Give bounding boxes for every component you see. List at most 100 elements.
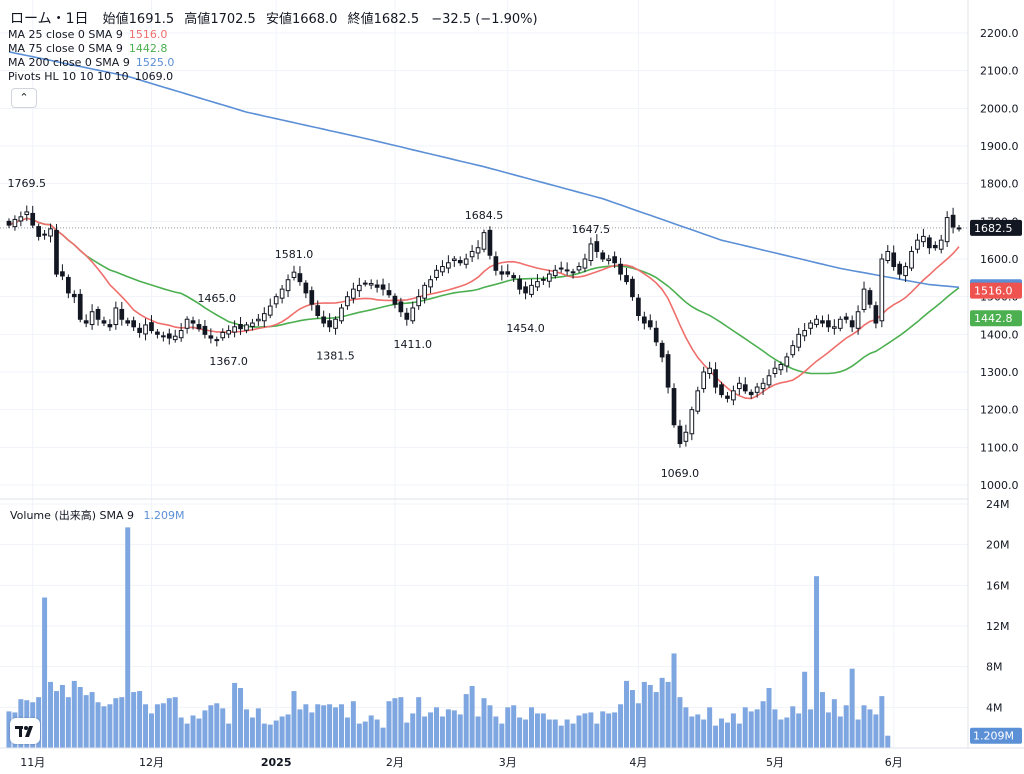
candle-body	[30, 212, 36, 226]
legend-pivots[interactable]: Pivots HL 10 10 10 10 1069.0	[8, 70, 173, 84]
candle-body	[368, 282, 374, 286]
volume-bar	[730, 713, 736, 748]
candle-body	[843, 316, 849, 320]
volume-bar	[255, 708, 261, 748]
volume-value: 1.209M	[143, 509, 185, 522]
volume-bar	[606, 713, 612, 748]
volume-bar	[653, 692, 659, 748]
volume-bar	[107, 704, 113, 748]
candle-body	[927, 237, 932, 249]
volume-bar	[677, 697, 683, 748]
volume-bar	[297, 709, 303, 748]
candle-body	[529, 284, 534, 295]
symbol-title[interactable]: ローム・1日	[10, 11, 89, 27]
candle-body	[671, 388, 677, 426]
volume-bar	[659, 677, 665, 748]
candle-body	[647, 320, 653, 328]
price-tick-label: 2000.0	[980, 102, 1019, 115]
candle	[849, 315, 855, 333]
collapse-legend-button[interactable]: ⌃	[11, 88, 37, 108]
candle	[250, 318, 255, 331]
pivot-label: 1454.0	[506, 322, 545, 335]
plot-background	[0, 0, 968, 774]
pivot-label: 1769.5	[8, 177, 47, 190]
volume-bar	[683, 707, 689, 748]
candle	[327, 313, 332, 333]
volume-bar	[113, 698, 119, 748]
candle	[837, 316, 843, 332]
time-tick-label: 12月	[139, 756, 164, 769]
candle	[374, 279, 380, 293]
candle	[184, 316, 190, 334]
candle-body	[244, 324, 249, 331]
candle	[149, 315, 154, 334]
candle-body	[636, 297, 641, 317]
volume-legend[interactable]: Volume (出来高) SMA 9 1.209M	[10, 507, 184, 523]
candle-body	[446, 262, 451, 269]
price-axis[interactable]: 1000.01100.01200.01300.01400.01500.01600…	[969, 0, 1024, 748]
volume-bar	[202, 710, 208, 748]
volume-bar	[48, 681, 54, 748]
candle	[636, 294, 641, 321]
pivot-label: 1069.0	[661, 467, 700, 480]
volume-bar	[196, 718, 202, 748]
candle	[422, 282, 427, 304]
candle	[891, 245, 897, 271]
candle-body	[855, 311, 861, 329]
volume-bar	[261, 723, 267, 748]
volume-bar	[321, 705, 327, 748]
candle-body	[921, 235, 926, 243]
volume-bar	[618, 704, 624, 748]
candle	[641, 311, 647, 330]
legend-ma75[interactable]: MA 75 close 0 SMA 9 1442.8	[8, 42, 167, 56]
volume-bar	[546, 719, 552, 748]
candle	[208, 328, 214, 344]
candle-body	[54, 229, 59, 275]
candle-body	[576, 266, 582, 271]
candle-body	[831, 326, 837, 329]
candle	[956, 224, 962, 232]
time-axis[interactable]: 11月 12月 2025 2月 3月 4月 5月 6月	[0, 747, 1024, 769]
candle	[736, 376, 742, 395]
candle-body	[155, 331, 160, 335]
candle-body	[814, 318, 819, 326]
pivot-label: 1381.5	[316, 349, 355, 362]
volume-bar	[564, 719, 570, 748]
legend-ma200[interactable]: MA 200 close 0 SMA 9 1525.0	[8, 56, 174, 70]
volume-bar	[790, 706, 796, 748]
volume-bar	[338, 704, 344, 748]
candle-body	[48, 228, 53, 237]
candle	[368, 279, 374, 290]
candle-body	[24, 211, 30, 216]
candle	[546, 269, 552, 288]
price-tick-label: 1000.0	[980, 479, 1019, 492]
candle	[107, 319, 113, 331]
volume-bar	[766, 688, 772, 748]
volume-bar	[416, 697, 422, 748]
candle-body	[285, 279, 291, 292]
volume-bar	[493, 716, 499, 748]
candle-body	[653, 327, 659, 343]
candle	[30, 205, 36, 229]
volume-bar	[428, 712, 434, 748]
legend-ma25[interactable]: MA 25 close 0 SMA 9 1516.0	[8, 28, 167, 42]
volume-bar	[469, 685, 475, 748]
symbol-header: ローム・1日 始値1691.5 高値1702.5 安値1668.0 終値1682…	[10, 8, 538, 28]
candle	[321, 310, 327, 328]
volume-bar	[576, 715, 582, 748]
volume-axis[interactable]: 4M 8M 12M 16M 20M 24M	[986, 498, 1010, 714]
candle	[618, 257, 623, 281]
candle	[689, 406, 695, 441]
tradingview-logo[interactable]	[10, 718, 40, 744]
candle	[748, 389, 754, 399]
candle-body	[885, 250, 891, 262]
volume-bar	[71, 680, 77, 748]
candle-body	[796, 333, 802, 348]
volume-bar	[849, 668, 855, 748]
candle	[713, 362, 718, 394]
volume-bar	[95, 702, 101, 748]
candle-body	[12, 218, 18, 228]
